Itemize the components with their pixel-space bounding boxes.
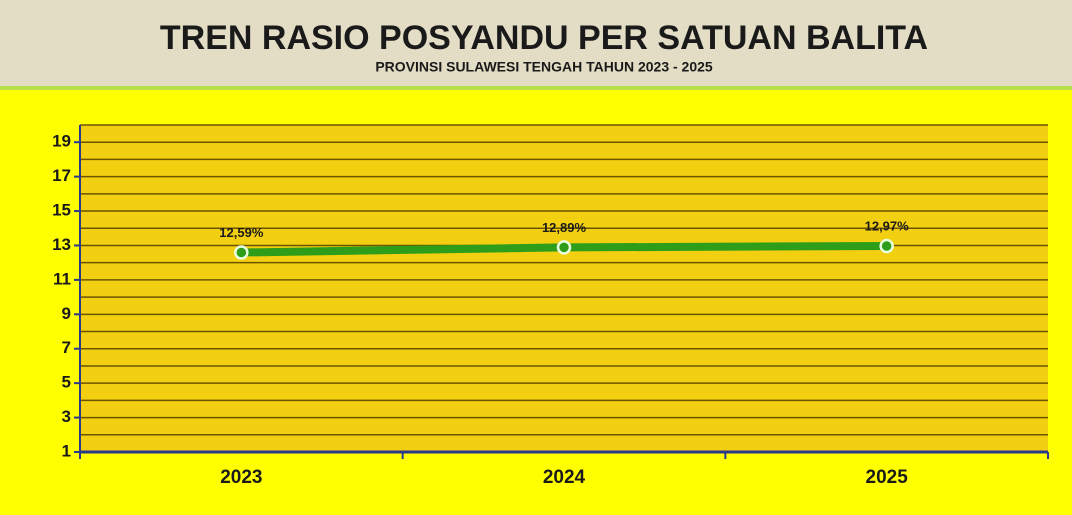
data-label: 12,97%	[865, 218, 910, 233]
y-tick-label: 13	[52, 235, 71, 254]
marker	[234, 245, 249, 260]
y-tick-label: 9	[62, 304, 71, 323]
plot-area	[80, 125, 1048, 452]
y-tick-label: 5	[62, 373, 71, 392]
marker	[879, 238, 894, 254]
header-border	[0, 86, 1072, 90]
y-tick-label: 19	[52, 132, 71, 151]
y-tick-label: 15	[52, 201, 71, 220]
header-band	[0, 0, 1072, 88]
y-tick-label: 17	[52, 166, 71, 185]
x-tick-label: 2024	[543, 467, 586, 488]
y-tick-label: 11	[53, 269, 71, 288]
x-tick-label: 2023	[220, 467, 262, 488]
data-label: 12,89%	[542, 220, 587, 235]
y-tick-label: 1	[62, 441, 71, 460]
y-tick-label: 7	[62, 338, 71, 357]
y-tick-label: 3	[62, 407, 71, 426]
x-tick-label: 2025	[866, 467, 909, 488]
data-label: 12,59%	[219, 225, 264, 240]
marker	[556, 240, 572, 255]
chart-title: TREN RASIO POSYANDU PER SATUAN BALITA	[160, 19, 928, 57]
chart-subtitle: PROVINSI SULAWESI TENGAH TAHUN 2023 - 20…	[375, 59, 713, 75]
